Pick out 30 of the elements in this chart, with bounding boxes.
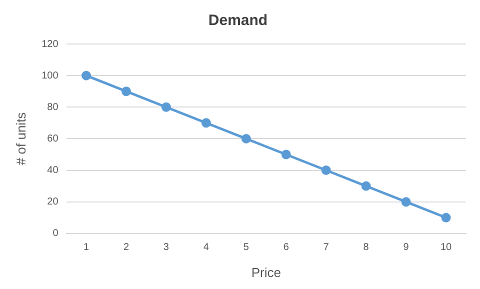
x-tick-label: 5 xyxy=(243,242,250,254)
x-tick-label: 6 xyxy=(283,242,290,254)
point xyxy=(441,212,451,222)
point xyxy=(361,181,371,191)
x-tick-label: 3 xyxy=(163,242,170,254)
point xyxy=(161,102,171,112)
point xyxy=(321,166,331,176)
x-tick-label: 8 xyxy=(363,242,370,254)
x-tick-label: 4 xyxy=(203,242,210,254)
x-tick-label: 9 xyxy=(403,242,410,254)
y-tick-label: 60 xyxy=(47,133,59,144)
point xyxy=(401,197,411,207)
point xyxy=(82,70,92,80)
y-tick-label: 120 xyxy=(42,38,59,50)
point xyxy=(201,118,211,128)
y-tick-label: 80 xyxy=(47,102,59,113)
point xyxy=(281,150,291,160)
x-tick-label: 2 xyxy=(123,242,130,254)
point xyxy=(241,134,251,144)
y-tick-label: 20 xyxy=(47,196,59,208)
x-tick-label: 7 xyxy=(323,242,330,254)
point xyxy=(121,86,131,96)
y-tick-label: 0 xyxy=(52,228,59,240)
y-tick-label: 100 xyxy=(42,70,59,82)
x-tick-label: 1 xyxy=(83,242,90,254)
y-axis-title: # of units xyxy=(13,112,28,166)
chart-title: Demand xyxy=(208,12,268,30)
x-axis-title: Price xyxy=(251,264,281,280)
x-tick-label: 10 xyxy=(440,242,452,254)
y-tick-label: 40 xyxy=(47,165,59,176)
